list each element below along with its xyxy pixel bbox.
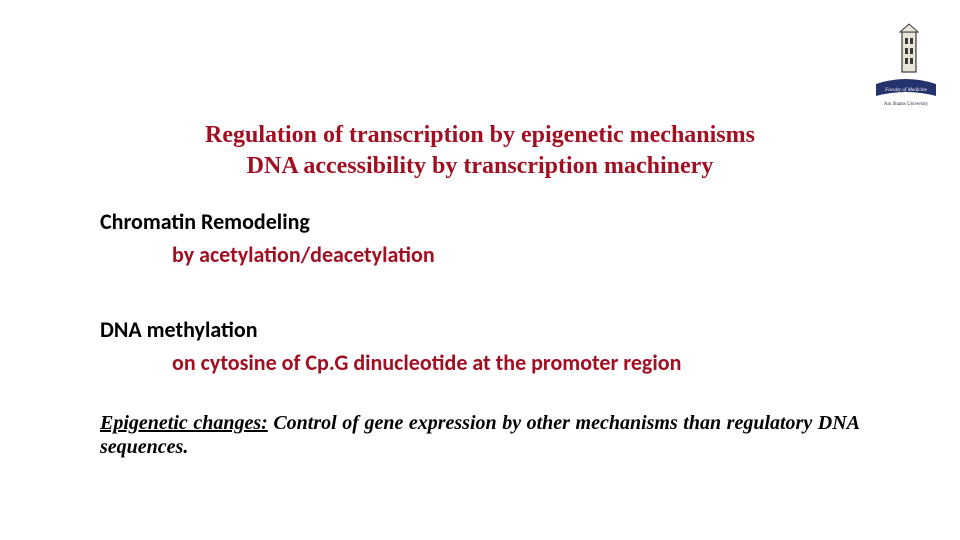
title-line-2: DNA accessibility by transcription machi… — [100, 151, 860, 182]
section-sub-1: by acetylation/deacetylation — [172, 241, 860, 268]
svg-text:Faculty of Medicine: Faculty of Medicine — [884, 86, 927, 93]
title-line-1: Regulation of transcription by epigeneti… — [100, 120, 860, 151]
svg-text:Ain Shams University: Ain Shams University — [884, 102, 929, 107]
section-heading-1: Chromatin Remodeling — [100, 208, 860, 235]
slide-body: Chromatin Remodeling by acetylation/deac… — [100, 208, 860, 459]
footnote: Epigenetic changes: Control of gene expr… — [100, 412, 860, 459]
crest-icon: Faculty of Medicine Ain Shams University — [870, 18, 942, 108]
spacer — [100, 268, 860, 302]
university-logo: Faculty of Medicine Ain Shams University — [870, 18, 942, 108]
section-sub-2: on cytosine of Cp.G dinucleotide at the … — [172, 349, 860, 376]
slide: Faculty of Medicine Ain Shams University… — [0, 0, 960, 540]
section-heading-2: DNA methylation — [100, 316, 860, 343]
footnote-lead: Epigenetic changes: — [100, 412, 268, 434]
slide-title: Regulation of transcription by epigeneti… — [100, 120, 860, 182]
